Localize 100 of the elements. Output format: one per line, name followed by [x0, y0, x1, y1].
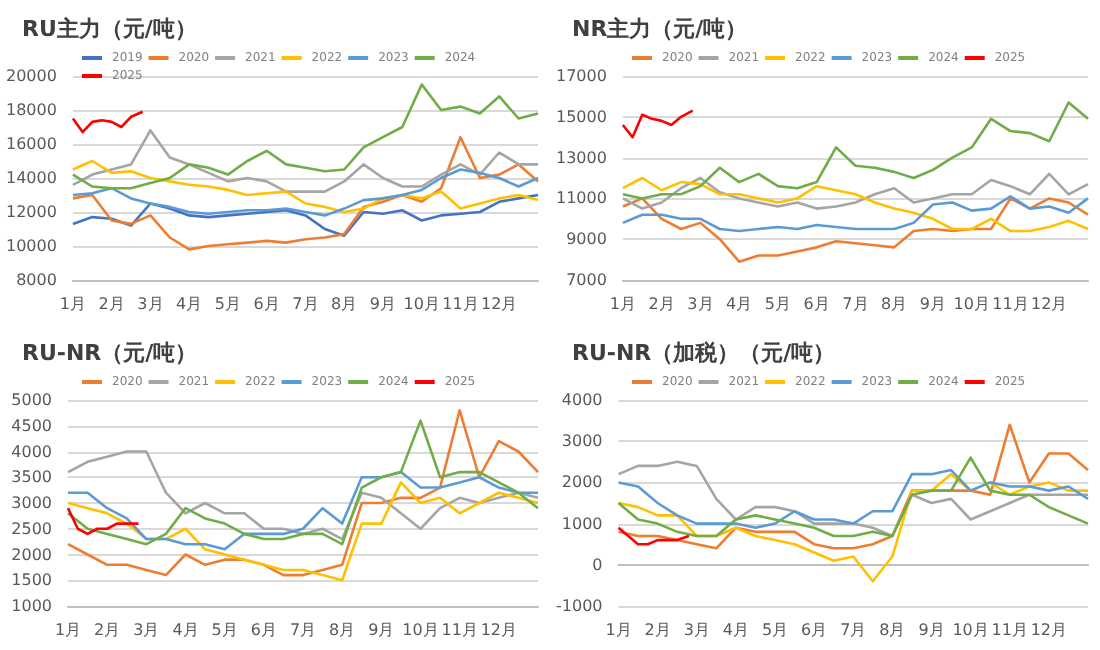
line-series: [71, 110, 144, 134]
line-series: [621, 195, 1090, 233]
y-tick-label: 3500: [11, 468, 52, 487]
x-tick-label: 2月: [644, 621, 671, 639]
x-tick-label: 12月: [1031, 295, 1068, 313]
x-tick-label: 3月: [137, 295, 164, 313]
y-tick-label: 11000: [555, 189, 607, 208]
y-tick-label: 15000: [555, 107, 607, 126]
y-tick-label: 10000: [5, 237, 57, 255]
x-tick-label: 4月: [176, 295, 203, 313]
x-tick-label: 2月: [94, 621, 121, 639]
x-tick-label: 3月: [133, 621, 160, 639]
y-tick-label: 7000: [566, 271, 607, 289]
y-tick-label: 4000: [561, 391, 603, 409]
line-series: [71, 83, 540, 190]
chart-title: RU-NR（加税）（元/吨）: [572, 340, 836, 366]
y-tick-label: 2500: [11, 519, 52, 538]
x-tick-label: 10月: [952, 621, 989, 639]
x-tick-label: 9月: [918, 621, 945, 639]
line-series: [71, 159, 540, 214]
line-series: [621, 197, 1090, 263]
x-tick-label: 7月: [840, 621, 867, 639]
x-tick-label: 1月: [59, 295, 86, 313]
x-tick-label: 8月: [329, 621, 356, 639]
line-series: [617, 526, 691, 546]
line-series: [66, 409, 540, 577]
x-tick-label: 8月: [881, 295, 908, 313]
x-tick-label: 2月: [648, 295, 675, 313]
y-tick-label: 8000: [16, 271, 57, 289]
x-tick-label: 4月: [172, 621, 199, 639]
y-tick-label: 5000: [11, 391, 52, 409]
x-tick-label: 1月: [54, 621, 82, 639]
x-tick-label: 8月: [331, 295, 358, 313]
y-tick-label: 4000: [11, 442, 52, 461]
y-tick-label: 13000: [555, 148, 607, 167]
x-tick-label: 8月: [879, 621, 906, 639]
x-tick-label: 10月: [402, 621, 439, 639]
x-tick-label: 6月: [803, 295, 830, 313]
x-tick-label: 9月: [368, 621, 395, 639]
x-tick-label: 9月: [919, 295, 947, 313]
line-series: [71, 129, 540, 193]
line-series: [71, 135, 540, 251]
line-series: [66, 470, 540, 551]
x-tick-label: 1月: [605, 621, 632, 639]
y-tick-label: 4500: [11, 416, 52, 435]
x-tick-label: 5月: [761, 621, 789, 639]
chart-title: NR主力（元/吨）: [572, 16, 748, 42]
line-series: [66, 506, 140, 536]
x-tick-label: 6月: [801, 621, 828, 639]
x-tick-label: 3月: [687, 295, 714, 313]
y-tick-label: 14000: [5, 169, 57, 187]
y-tick-label: 12000: [5, 203, 57, 221]
x-tick-label: 3月: [683, 621, 710, 639]
x-tick-label: 7月: [289, 621, 317, 639]
y-tick-label: 2000: [11, 545, 52, 564]
line-series: [621, 101, 1090, 200]
x-tick-label: 7月: [842, 295, 869, 313]
x-tick-label: 11月: [992, 295, 1029, 313]
line-series: [621, 172, 1090, 210]
x-tick-label: 11月: [442, 295, 479, 313]
x-tick-label: 9月: [369, 295, 397, 313]
x-tick-label: 5月: [214, 295, 242, 313]
y-tick-label: 3000: [561, 432, 603, 451]
y-tick-label: 3000: [11, 494, 52, 512]
y-tick-label: -1000: [555, 597, 603, 615]
line-series: [66, 419, 540, 546]
y-tick-label: 20000: [5, 67, 57, 85]
y-tick-label: 18000: [5, 101, 57, 119]
x-tick-label: 12月: [481, 295, 518, 313]
line-series: [621, 176, 1090, 233]
y-tick-label: 0: [592, 555, 603, 574]
line-series: [66, 481, 540, 582]
y-tick-label: 1000: [561, 514, 603, 533]
y-tick-label: 1500: [11, 571, 52, 590]
y-tick-label: 17000: [555, 67, 607, 85]
x-tick-label: 7月: [292, 295, 319, 313]
x-tick-label: 10月: [403, 295, 440, 313]
x-tick-label: 2月: [98, 295, 125, 313]
x-tick-label: 12月: [480, 621, 518, 639]
y-tick-label: 16000: [5, 135, 57, 153]
x-tick-label: 5月: [211, 621, 238, 639]
y-tick-label: 2000: [561, 473, 603, 492]
x-tick-label: 12月: [1030, 621, 1068, 639]
chart-title: RU主力（元/吨）: [22, 16, 197, 42]
x-tick-label: 11月: [991, 621, 1028, 639]
line-series: [621, 109, 694, 139]
x-tick-label: 11月: [441, 621, 478, 639]
x-tick-label: 6月: [250, 621, 277, 639]
x-tick-label: 4月: [726, 295, 753, 313]
line-series: [617, 423, 1090, 550]
x-tick-label: 10月: [953, 295, 990, 313]
x-tick-label: 1月: [609, 295, 636, 313]
line-series: [71, 193, 540, 238]
x-tick-label: 4月: [722, 621, 749, 639]
line-series: [71, 168, 540, 217]
line-series: [66, 450, 540, 541]
y-tick-label: 9000: [566, 230, 607, 249]
line-series: [617, 472, 1090, 583]
x-tick-label: 6月: [253, 295, 280, 313]
y-tick-label: 1000: [11, 597, 52, 615]
